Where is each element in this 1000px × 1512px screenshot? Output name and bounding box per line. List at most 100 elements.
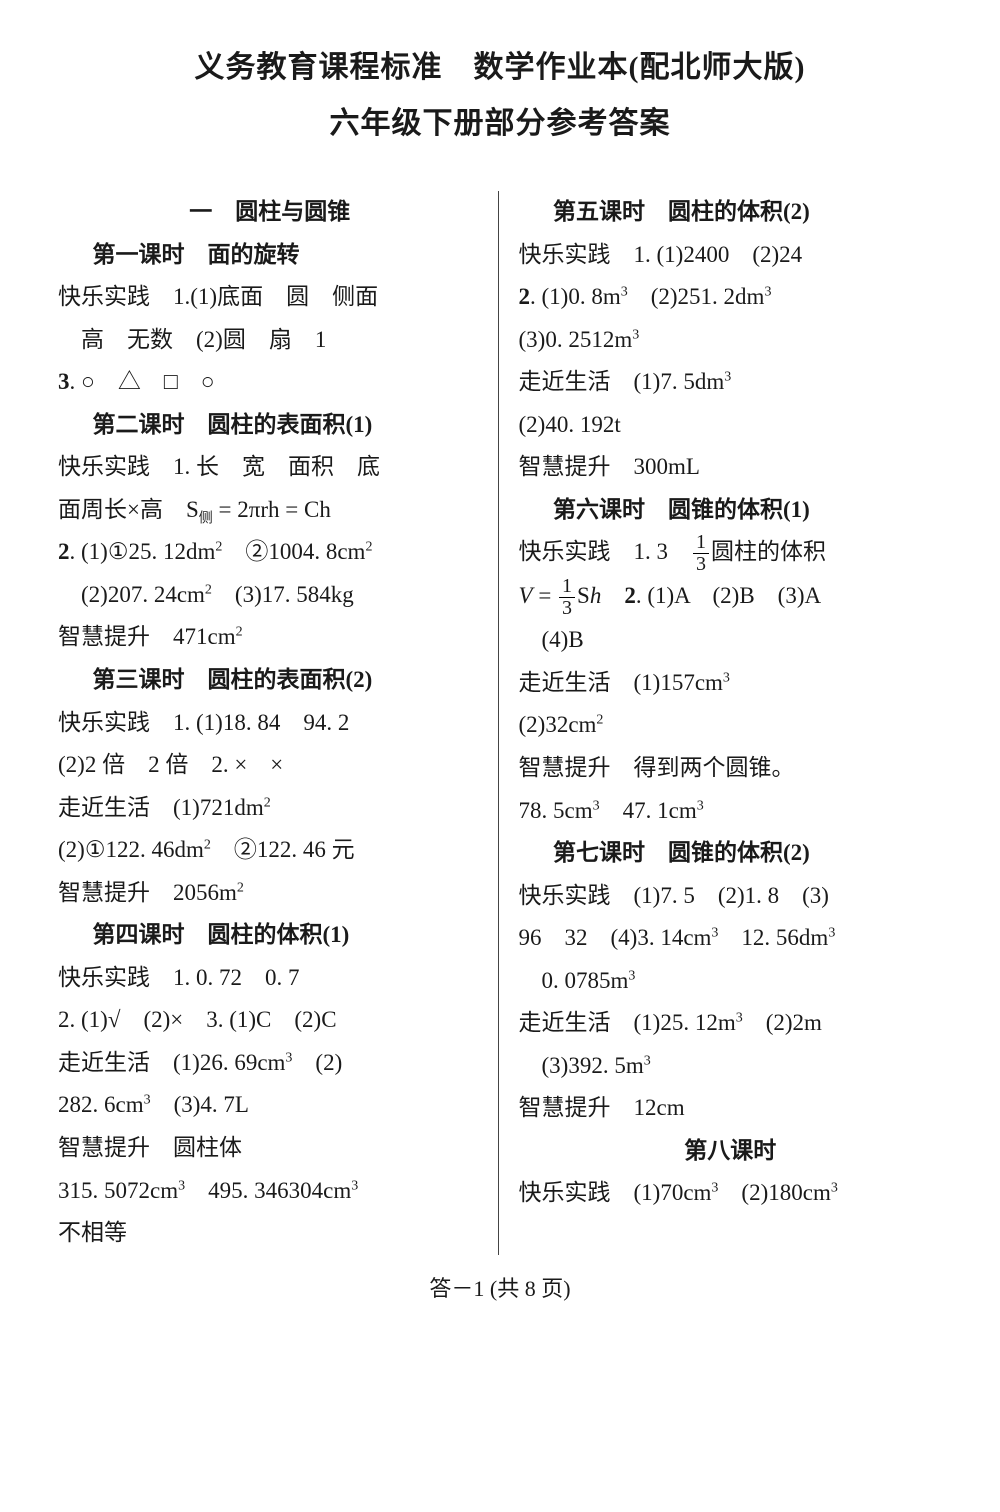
sup: 3 (724, 370, 731, 385)
sup: 3 (628, 968, 635, 983)
text-line: 282. 6cm3 (3)4. 7L (58, 1084, 482, 1127)
sup: 3 (144, 1093, 151, 1108)
lesson-3-title: 第三课时 圆柱的表面积(2) (58, 659, 482, 702)
text: 12. 56dm (718, 925, 828, 950)
content-columns: 一 圆柱与圆锥 第一课时 面的旋转 快乐实践 1.(1)底面 圆 侧面 高 无数… (50, 191, 950, 1255)
fraction: 13 (693, 532, 709, 575)
sup: 3 (632, 327, 639, 342)
text-line: V = 13Sh 2. (1)A (2)B (3)A (519, 575, 943, 619)
text-line: 走近生活 (1)157cm3 (519, 662, 943, 705)
text-line: 3. ○ △ □ ○ (58, 361, 482, 404)
text: 快乐实践 1. 3 (519, 539, 692, 564)
text-line: 快乐实践 (1)70cm3 (2)180cm3 (519, 1172, 943, 1215)
text: (2)①122. 46dm (58, 837, 204, 862)
text: 495. 346304cm (185, 1178, 351, 1203)
text-line: 315. 5072cm3 495. 346304cm3 (58, 1170, 482, 1213)
text: ②1004. 8cm (222, 539, 365, 564)
text: . ○ △ □ ○ (70, 369, 215, 394)
text-line: 96 32 (4)3. 14cm3 12. 56dm3 (519, 917, 943, 960)
text-line: (2)①122. 46dm2 ②122. 46 元 (58, 829, 482, 872)
text-line: 快乐实践 1. (1)2400 (2)24 (519, 234, 943, 277)
text-line: 智慧提升 圆柱体 (58, 1127, 482, 1170)
text-line: 快乐实践 (1)7. 5 (2)1. 8 (3) (519, 875, 943, 918)
lesson-4-title: 第四课时 圆柱的体积(1) (58, 914, 482, 957)
text-line: (4)B (519, 619, 943, 662)
sup: 3 (351, 1178, 358, 1193)
text: ②122. 46 元 (211, 837, 355, 862)
text: (2)251. 2dm (628, 284, 765, 309)
text: 快乐实践 (1)70cm (519, 1180, 712, 1205)
text: (2)207. 24cm (58, 582, 205, 607)
text: 智慧提升 2056m (58, 880, 237, 905)
sup: 2 (236, 625, 243, 640)
sup: 2 (204, 838, 211, 853)
text: 圆柱的体积 (711, 539, 826, 564)
subscript: 侧 (199, 511, 213, 526)
text-line: 2. (1)①25. 12dm2 ②1004. 8cm2 (58, 531, 482, 574)
right-column: 第五课时 圆柱的体积(2) 快乐实践 1. (1)2400 (2)24 2. (… (499, 191, 951, 1255)
text-line: (2)207. 24cm2 (3)17. 584kg (58, 574, 482, 617)
text-line: 智慧提升 471cm2 (58, 616, 482, 659)
text-line: 走近生活 (1)25. 12m3 (2)2m (519, 1002, 943, 1045)
text-line: (2)2 倍 2 倍 2. × × (58, 744, 482, 787)
text: 78. 5cm (519, 798, 593, 823)
text: 0. 0785m (519, 968, 629, 993)
text-line: 智慧提升 2056m2 (58, 872, 482, 915)
text: 96 32 (4)3. 14cm (519, 925, 712, 950)
title-block: 义务教育课程标准 数学作业本(配北师大版) 六年级下册部分参考答案 (50, 40, 950, 151)
bold-num: 3 (58, 369, 70, 394)
text: (2) (292, 1050, 342, 1075)
lesson-8-title: 第八课时 (519, 1130, 943, 1173)
text-line: 高 无数 (2)圆 扇 1 (58, 319, 482, 362)
text: 走近生活 (1)721dm (58, 795, 264, 820)
text: = 2πrh = Ch (213, 497, 331, 522)
text: 走近生活 (1)157cm (519, 670, 723, 695)
text-line: 2. (1)√ (2)× 3. (1)C (2)C (58, 999, 482, 1042)
text-line: (3)0. 2512m3 (519, 319, 943, 362)
text-line: 78. 5cm3 47. 1cm3 (519, 790, 943, 833)
text: 走近生活 (1)7. 5dm (519, 369, 725, 394)
sup: 3 (828, 926, 835, 941)
text-line: 面周长×高 S侧 = 2πrh = Ch (58, 489, 482, 532)
text: (2)32cm (519, 712, 597, 737)
sup: 3 (764, 284, 771, 299)
text: 282. 6cm (58, 1092, 144, 1117)
sup: 3 (723, 670, 730, 685)
text: (3)0. 2512m (519, 327, 633, 352)
text: . (1)①25. 12dm (70, 539, 216, 564)
sup: 3 (736, 1011, 743, 1026)
text-line: 走近生活 (1)721dm2 (58, 787, 482, 830)
text: 面周长×高 S (58, 497, 199, 522)
lesson-2-title: 第二课时 圆柱的表面积(1) (58, 404, 482, 447)
text-line: (2)32cm2 (519, 704, 943, 747)
sup: 3 (697, 798, 704, 813)
lesson-6-title: 第六课时 圆锥的体积(1) (519, 489, 943, 532)
fraction: 13 (559, 576, 575, 619)
text-line: 智慧提升 得到两个圆锥。 (519, 747, 943, 790)
text: (3)17. 584kg (212, 582, 354, 607)
text-line: 快乐实践 1. (1)18. 84 94. 2 (58, 702, 482, 745)
page-footer: 答－1 (共 8 页) (50, 1269, 950, 1310)
title-line-2: 六年级下册部分参考答案 (50, 96, 950, 152)
text: (3)392. 5m (519, 1053, 644, 1078)
sup: 3 (621, 284, 628, 299)
text: 315. 5072cm (58, 1178, 178, 1203)
text-line: 走近生活 (1)26. 69cm3 (2) (58, 1042, 482, 1085)
sup: 2 (264, 795, 271, 810)
text-line: (3)392. 5m3 (519, 1045, 943, 1088)
sup: 3 (644, 1053, 651, 1068)
text-line: 智慧提升 12cm (519, 1087, 943, 1130)
text-line: 2. (1)0. 8m3 (2)251. 2dm3 (519, 276, 943, 319)
text: 走近生活 (1)26. 69cm (58, 1050, 285, 1075)
text-line: 不相等 (58, 1212, 482, 1255)
text: . (1)0. 8m (530, 284, 621, 309)
text-line: (2)40. 192t (519, 404, 943, 447)
text-line: 走近生活 (1)7. 5dm3 (519, 361, 943, 404)
text-line: 快乐实践 1. 0. 72 0. 7 (58, 957, 482, 1000)
text-line: 0. 0785m3 (519, 960, 943, 1003)
sup: 3 (593, 798, 600, 813)
text-line: 快乐实践 1. 长 宽 面积 底 (58, 446, 482, 489)
sup: 3 (831, 1181, 838, 1196)
lesson-7-title: 第七课时 圆锥的体积(2) (519, 832, 943, 875)
text: 走近生活 (1)25. 12m (519, 1010, 736, 1035)
